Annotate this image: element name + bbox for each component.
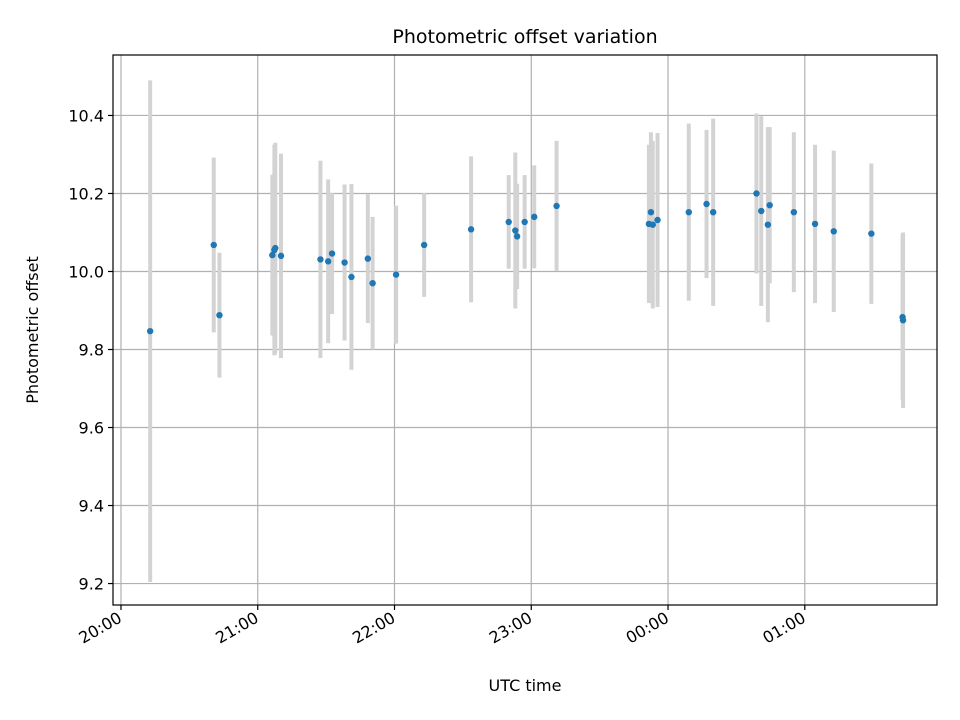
plot-frame	[112, 54, 938, 606]
y-axis-label: Photometric offset	[23, 256, 42, 404]
y-tick-label: 10.4	[68, 106, 104, 125]
data-point	[766, 201, 773, 209]
chart-title: Photometric offset variation	[392, 26, 657, 48]
data-point	[647, 208, 655, 216]
data-point	[703, 200, 710, 208]
data-point	[364, 255, 372, 262]
y-tick-label: 9.6	[79, 419, 104, 438]
data-point	[868, 230, 875, 237]
data-point	[505, 218, 512, 226]
data-point	[753, 190, 760, 197]
data-point	[830, 228, 837, 235]
data-point	[392, 271, 400, 278]
data-point	[531, 213, 538, 221]
data-point	[764, 221, 772, 228]
data-point	[654, 216, 661, 224]
y-tick-label: 10.0	[68, 262, 104, 281]
data-point	[324, 258, 332, 265]
data-point	[216, 311, 223, 319]
data-point	[277, 252, 285, 260]
data-point	[328, 250, 336, 257]
data-point	[649, 221, 656, 228]
data-point	[341, 259, 348, 266]
data-point	[317, 256, 324, 263]
data-point	[467, 226, 475, 233]
data-point	[272, 244, 279, 252]
data-point	[512, 227, 519, 234]
data-point	[709, 208, 717, 216]
data-point	[146, 327, 154, 335]
data-point	[369, 279, 376, 287]
y-axis-ticks: 9.2 9.4 9.6 9.8 10.0 10.2 10.4	[68, 106, 113, 594]
data-point	[899, 317, 907, 324]
data-point	[811, 220, 819, 228]
x-axis-label: UTC time	[489, 676, 562, 695]
data-point	[210, 241, 217, 249]
y-tick-label: 9.4	[79, 497, 104, 516]
data-point	[521, 218, 528, 226]
data-points	[146, 190, 907, 335]
data-point	[685, 208, 692, 216]
grid	[113, 55, 937, 605]
data-point	[758, 207, 765, 215]
data-point	[553, 202, 560, 210]
data-point	[269, 251, 276, 259]
data-point	[348, 273, 355, 281]
y-tick-label: 10.2	[68, 184, 104, 203]
data-point	[513, 233, 521, 240]
data-point	[790, 208, 798, 216]
data-point	[420, 241, 428, 249]
y-tick-label: 9.2	[79, 575, 104, 594]
y-tick-label: 9.8	[79, 341, 104, 360]
